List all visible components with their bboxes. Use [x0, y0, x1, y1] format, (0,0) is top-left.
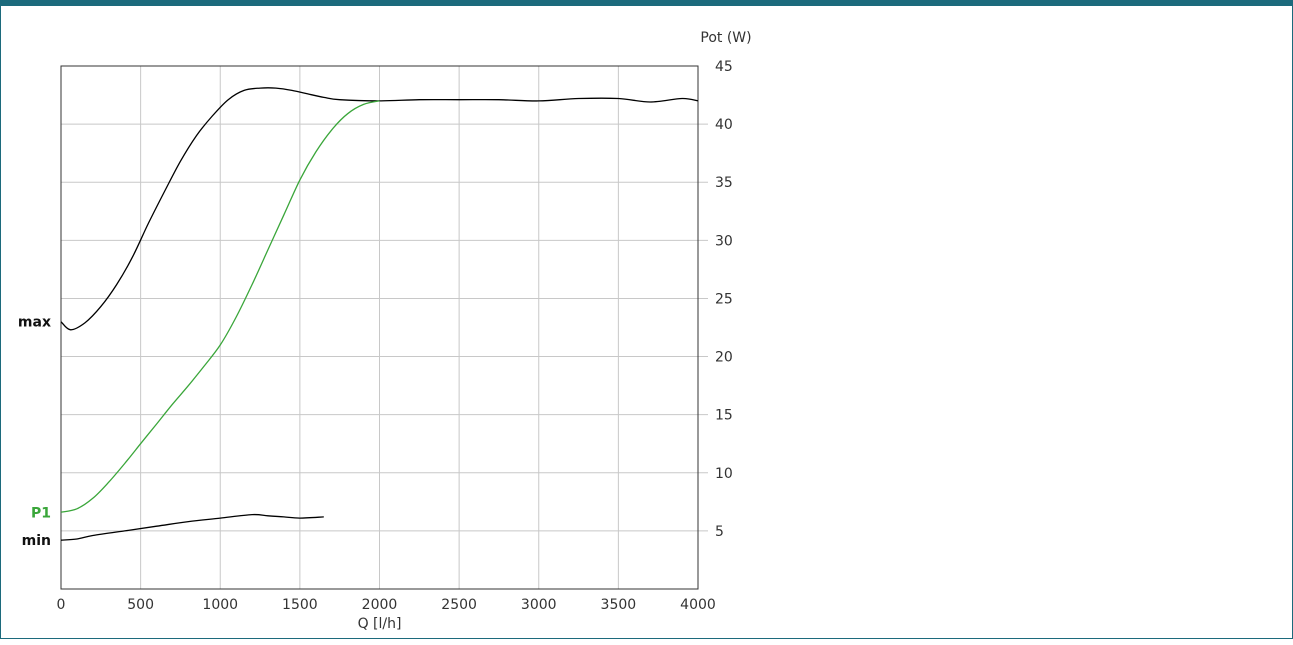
power-curve-chart: 0 500 1000 1500 2000 2500 3000 3500 4000 5 10 15 20… — [18, 30, 752, 632]
series-label-max: max — [18, 315, 51, 331]
y-tick-label: 40 — [715, 117, 733, 133]
series-line-min — [60, 513, 324, 541]
x-axis: 0 500 1000 1500 2000 2500 3000 3500 4000 — [57, 597, 716, 613]
y-tick-label: 20 — [715, 350, 733, 366]
x-tick-label: 500 — [127, 597, 154, 613]
x-tick-label: 3500 — [601, 597, 637, 613]
x-tick-label: 4000 — [680, 597, 716, 613]
x-tick-label: 2500 — [441, 597, 477, 613]
y-axis-title: Pot (W) — [700, 30, 751, 46]
series-label-p1: P1 — [31, 505, 51, 521]
x-tick-label: 3000 — [521, 597, 557, 613]
y-tick-label: 25 — [715, 291, 733, 307]
y-tick-label: 5 — [715, 524, 724, 540]
series-line-p1 — [60, 100, 380, 513]
y-tick-label: 30 — [715, 233, 733, 249]
series-group — [60, 87, 699, 541]
series-label-min: min — [22, 533, 51, 549]
series-labels: max P1 min — [18, 315, 51, 549]
y-tick-label: 45 — [715, 59, 733, 75]
x-tick-label: 1000 — [202, 597, 238, 613]
series-line-max — [60, 87, 699, 331]
y-tick-label: 35 — [715, 175, 733, 191]
y-tick-label: 10 — [715, 466, 733, 482]
x-tick-label: 2000 — [362, 597, 398, 613]
y-axis: 5 10 15 20 25 30 35 40 45 — [715, 59, 733, 540]
x-axis-title: Q [l/h] — [358, 616, 402, 632]
y-tick-label: 15 — [715, 408, 733, 424]
x-tick-label: 1500 — [282, 597, 318, 613]
x-tick-label: 0 — [57, 597, 66, 613]
plot-area-border — [60, 65, 699, 590]
grid — [61, 66, 708, 589]
